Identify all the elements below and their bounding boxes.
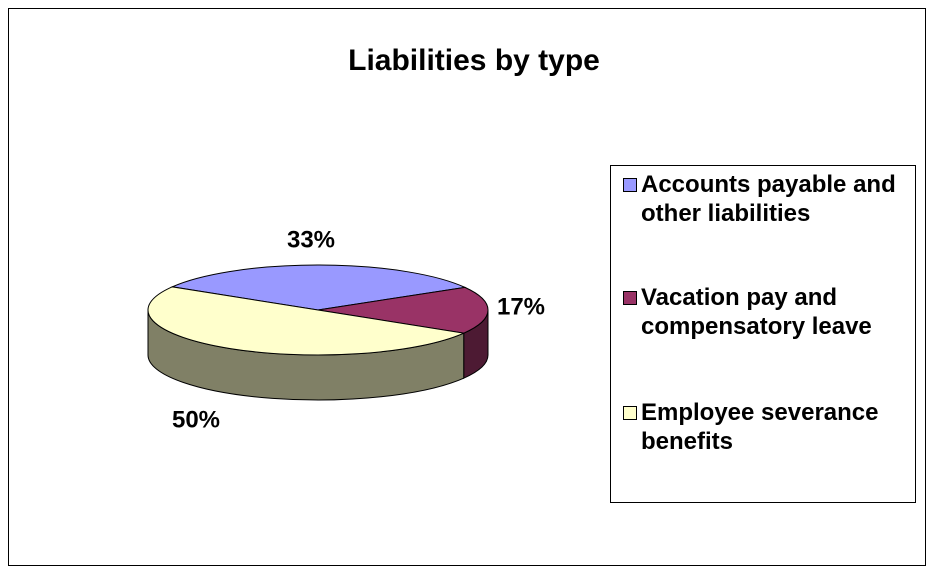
legend-label: Accounts payable and other liabilities — [641, 171, 896, 227]
legend-entry: Employee severance benefits — [623, 398, 908, 456]
legend-entry: Accounts payable and other liabilities — [623, 170, 908, 228]
data-label: 50% — [172, 406, 220, 433]
legend-swatch — [623, 178, 637, 192]
legend-entry: Vacation pay and compensatory leave — [623, 283, 908, 341]
legend-label: Employee severance benefits — [641, 399, 879, 455]
chart-title: Liabilities by type — [348, 44, 600, 77]
slice — [317, 286, 489, 334]
legend-label: Vacation pay and compensatory leave — [641, 284, 872, 340]
data-label: 17% — [497, 293, 545, 320]
legend-swatch — [623, 406, 637, 420]
legend: Accounts payable and other liabilities Va… — [610, 165, 916, 503]
legend-swatch — [623, 291, 637, 305]
slice — [147, 286, 466, 356]
data-label: 33% — [287, 226, 335, 253]
slice — [170, 264, 467, 311]
